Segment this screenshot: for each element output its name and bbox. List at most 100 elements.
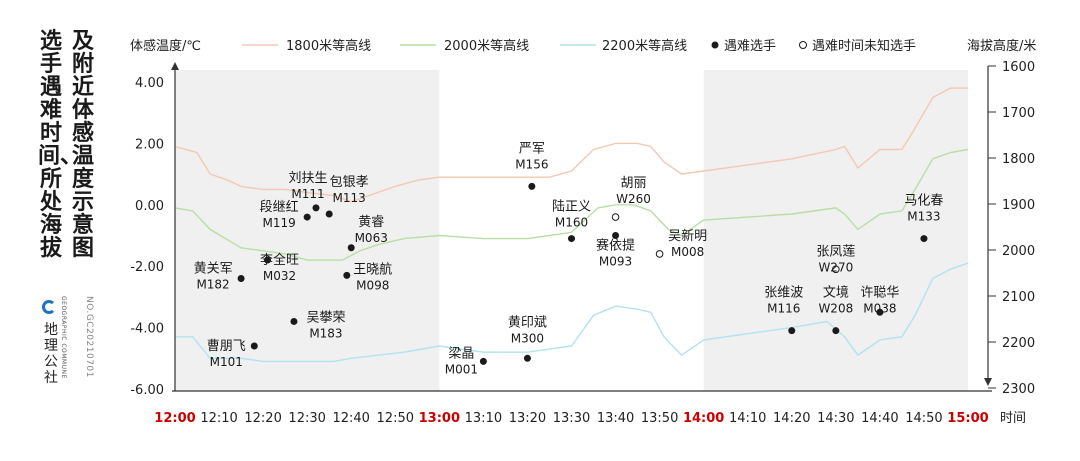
athlete-marker [290, 317, 298, 325]
athlete-name: 段继红 [260, 199, 299, 215]
athlete-id: M098 [356, 278, 389, 292]
athlete-name: 刘扶生 [288, 171, 327, 186]
athlete-id: W208 [818, 302, 853, 316]
x-tick-label: 14:20 [773, 411, 810, 426]
athlete-marker [237, 274, 245, 282]
athlete-marker [303, 213, 311, 221]
athlete-name: 王晓航 [353, 261, 392, 277]
x-tick-label: 13:50 [641, 411, 678, 426]
right-tick-label: 1600 [1002, 60, 1035, 75]
athlete-marker [788, 327, 796, 335]
x-tick-label: 13:20 [509, 411, 546, 426]
athlete-id: M182 [196, 277, 229, 291]
x-tick-label: 12:50 [377, 411, 414, 426]
x-tick-label: 12:00 [154, 411, 195, 426]
athlete-marker [612, 232, 620, 239]
athlete-id: M032 [263, 269, 296, 283]
series-line-2 [175, 262, 969, 363]
athlete-name: 严军 [519, 141, 545, 156]
shaded-hour-band-0 [175, 70, 440, 391]
athlete-marker [479, 357, 487, 365]
x-tick-label: 14:30 [817, 411, 854, 426]
legend-dead-marker-icon [711, 41, 719, 49]
athlete-marker [325, 210, 333, 218]
athlete-id: M101 [210, 355, 243, 369]
athlete-id: M160 [555, 216, 588, 230]
x-tick-label: 13:10 [465, 411, 502, 426]
x-tick-label: 14:10 [729, 411, 766, 426]
athlete-id: M008 [671, 245, 704, 259]
athlete-marker [832, 327, 840, 335]
athlete-marker-unknown [611, 213, 620, 221]
athlete-name: 吴新明 [668, 228, 707, 244]
athlete-marker [568, 235, 575, 243]
athlete-id: M063 [355, 231, 388, 245]
left-axis-title: 体感温度/℃ [130, 38, 201, 54]
athlete-marker [920, 235, 928, 243]
athlete-marker [347, 244, 355, 252]
athlete-marker [264, 256, 272, 264]
athlete-id: M183 [309, 326, 342, 340]
athlete-id: M093 [599, 255, 632, 269]
legend-1800-label: 1800米等高线 [286, 38, 371, 54]
x-tick-label: 14:40 [861, 411, 898, 426]
athlete-name: 张凤莲 [816, 244, 855, 259]
athlete-id: M116 [767, 302, 800, 316]
athlete-name: 许聪华 [860, 285, 899, 300]
athlete-name: 马化春 [904, 194, 943, 209]
athlete-marker-unknown [832, 265, 840, 274]
right-tick-label: 2200 [1002, 336, 1035, 351]
athlete-id: M111 [291, 187, 324, 201]
x-tick-label: 12:10 [200, 411, 237, 426]
x-tick-label: 14:50 [905, 411, 942, 426]
chart-title-line1: 及附近体感温度示意图 [71, 28, 94, 261]
right-axis-title: 海拔高度/米 [967, 38, 1036, 54]
athlete-name: 包银孝 [330, 175, 369, 190]
logo-serial: NO.GC20210701 [84, 296, 94, 378]
brand-logo: 地理公社 GEOGRAPHIC COMMUNE NO.GC20210701 [40, 296, 100, 388]
athlete-name: 文境 [823, 286, 849, 301]
x-tick-label: 12:20 [244, 411, 281, 426]
athlete-marker [250, 342, 258, 350]
athlete-name: 张维波 [764, 286, 803, 301]
x-tick-label: 13:30 [553, 411, 590, 426]
left-tick-label: -4.00 [130, 322, 164, 337]
legend-dead-label: 遇难选手 [724, 39, 776, 54]
athlete-id: M133 [907, 210, 940, 224]
right-axis-arrow-icon [984, 378, 992, 386]
athlete-name: 李全旺 [260, 252, 299, 268]
left-tick-label: -6.00 [130, 383, 164, 398]
athlete-name: 曹朋飞 [207, 339, 246, 354]
left-tick-label: 4.00 [135, 76, 164, 91]
athlete-id: M038 [863, 301, 896, 315]
logo-name: 地理公社 [44, 322, 58, 386]
athlete-marker [523, 354, 531, 362]
right-tick-label: 2300 [1002, 382, 1035, 397]
right-tick-label: 2100 [1002, 290, 1035, 305]
logo-g-icon [42, 300, 56, 314]
x-tick-label: 14:00 [683, 411, 724, 426]
athlete-name: 陆正义 [552, 199, 591, 215]
athlete-marker-unknown [655, 250, 664, 258]
athlete-id: W260 [616, 192, 651, 206]
right-tick-label: 1900 [1002, 198, 1035, 213]
athlete-marker [876, 308, 884, 316]
legend-2200-label: 2200米等高线 [602, 38, 687, 54]
left-tick-label: 2.00 [135, 137, 164, 152]
athlete-name: 吴攀荣 [306, 310, 345, 325]
x-tick-label: 15:00 [947, 411, 988, 426]
x-tick-label: 13:00 [419, 411, 460, 426]
logo-english: GEOGRAPHIC COMMUNE [60, 296, 67, 379]
athlete-name: 黄睿 [358, 215, 384, 230]
athlete-name: 梁晶 [448, 346, 474, 361]
x-tick-label: 12:40 [332, 411, 369, 426]
series-line-0 [174, 87, 968, 203]
left-tick-label: 0.00 [135, 199, 164, 214]
legend-2000-label: 2000米等高线 [444, 38, 529, 54]
athlete-name: 胡丽 [621, 176, 647, 191]
right-tick-label: 1800 [1002, 152, 1035, 167]
right-tick-label: 2000 [1002, 244, 1035, 259]
athlete-id: M156 [515, 157, 548, 171]
athlete-name: 赛依提 [596, 238, 635, 254]
athlete-id: M300 [511, 331, 544, 345]
